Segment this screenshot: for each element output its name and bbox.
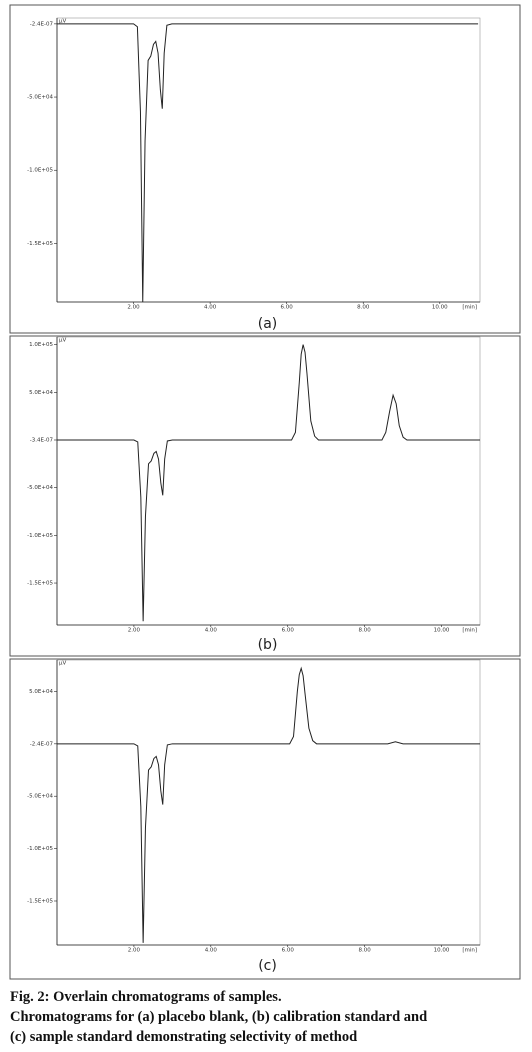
y-tick-label: -1.5E+05 xyxy=(27,241,53,247)
y-tick-label: -2.4E-07 xyxy=(30,741,54,747)
x-tick-label: 2.00 xyxy=(128,948,141,954)
trace xyxy=(57,666,480,943)
x-tick-label: 8.00 xyxy=(357,305,370,311)
x-tick-label: 6.00 xyxy=(282,628,295,634)
x-tick-label: 4.00 xyxy=(204,305,217,311)
plot-area xyxy=(56,659,481,946)
y-tick-label: 1.0E+05 xyxy=(29,342,53,348)
y-tick-label: -2.4E-07 xyxy=(30,21,54,27)
panel-label: (c) xyxy=(258,958,277,974)
caption-line: Fig. 2: Overlain chromatograms of sample… xyxy=(10,989,282,1005)
trace xyxy=(57,23,479,303)
x-tick-label: 4.00 xyxy=(205,628,218,634)
trace xyxy=(57,344,480,622)
y-tick-label: -5.0E+04 xyxy=(27,794,53,800)
y-tick-label: -1.0E+05 xyxy=(27,846,53,852)
y-tick-label: -1.5E+05 xyxy=(27,581,53,587)
y-tick-label: -1.0E+05 xyxy=(27,533,53,539)
y-tick-label: 5.0E+04 xyxy=(29,390,53,396)
caption-line: (c) sample standard demonstrating select… xyxy=(10,1029,357,1045)
y-tick-label: -1.5E+05 xyxy=(27,898,53,904)
x-unit: [min] xyxy=(462,305,477,311)
panel-frame xyxy=(9,4,521,334)
panel-label: (b) xyxy=(258,637,278,653)
x-tick-label: 8.00 xyxy=(359,948,372,954)
x-tick-label: 4.00 xyxy=(205,948,218,954)
x-unit: [min] xyxy=(462,948,477,954)
panel-label: (a) xyxy=(258,316,278,332)
plot-area xyxy=(56,17,481,303)
y-unit: µV xyxy=(59,338,66,344)
x-tick-label: 6.00 xyxy=(281,305,294,311)
x-tick-label: 6.00 xyxy=(282,948,295,954)
y-tick-label: -5.0E+04 xyxy=(27,95,53,101)
x-unit: [min] xyxy=(462,628,477,634)
caption-line: Chromatograms for (a) placebo blank, (b)… xyxy=(10,1009,427,1025)
x-tick-label: 10.00 xyxy=(434,948,450,954)
x-tick-label: 2.00 xyxy=(127,305,140,311)
plot-area xyxy=(56,336,481,626)
y-unit: µV xyxy=(59,661,66,667)
x-tick-label: 10.00 xyxy=(434,628,450,634)
x-tick-label: 2.00 xyxy=(128,628,141,634)
y-unit: µV xyxy=(59,19,66,25)
y-tick-label: 5.0E+04 xyxy=(29,689,53,695)
panel-frame xyxy=(9,658,521,980)
x-tick-label: 10.00 xyxy=(432,305,448,311)
panel-frame xyxy=(9,335,521,657)
y-tick-label: -3.4E-07 xyxy=(30,437,54,443)
y-tick-label: -5.0E+04 xyxy=(27,485,53,491)
y-tick-label: -1.0E+05 xyxy=(27,168,53,174)
x-tick-label: 8.00 xyxy=(359,628,372,634)
